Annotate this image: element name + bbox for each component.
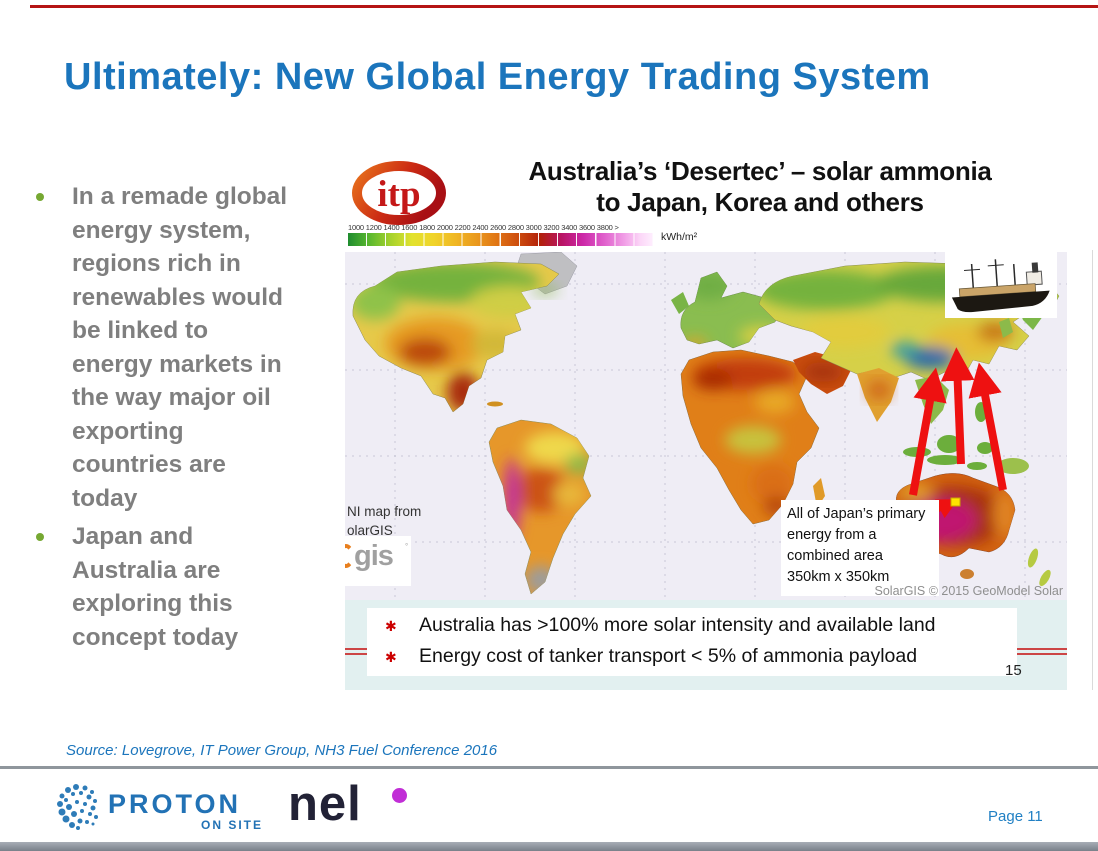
area-square (950, 497, 961, 507)
embedded-page-number: 15 (1005, 662, 1022, 679)
asterisk-bullet-icon: ✱ (385, 618, 397, 634)
itp-logo-text: itp (377, 174, 420, 215)
bullet-text: Japan and Australia are exploring this c… (72, 523, 239, 651)
world-solar-map (345, 252, 1067, 600)
embedded-slide-image: itp Australia’s ‘Desertec’ – solar ammon… (345, 140, 1067, 690)
tanker-ship-image (945, 248, 1057, 318)
facts-box: ✱ Australia has >100% more solar intensi… (367, 608, 1017, 676)
color-scale-unit: kWh/m² (661, 231, 698, 243)
footer-divider (0, 766, 1098, 769)
proton-globe-icon (57, 784, 98, 830)
color-scale-bar (348, 233, 653, 246)
proton-logo-subtext: ON SITE (200, 818, 263, 832)
gis-arc-icon (345, 544, 354, 568)
solargis-logo: gis ° (345, 536, 411, 586)
red-double-line (1017, 648, 1067, 655)
top-accent-line (30, 5, 1098, 8)
itp-logo: itp (352, 161, 446, 225)
color-scale-ticks: 1000 1200 1400 1600 1800 2000 2200 2400 … (348, 223, 619, 232)
export-arrows (909, 347, 1007, 496)
bullet-dot-icon (36, 533, 44, 541)
embedded-slide-title: Australia’s ‘Desertec’ – solar ammonia t… (528, 156, 992, 217)
bullet-text: In a remade global energy system, region… (72, 183, 288, 512)
asterisk-bullet-icon: ✱ (385, 649, 397, 665)
map-note: NI map from olarGIS (347, 504, 422, 538)
image-edge-line (1092, 250, 1093, 690)
fact-row: ✱ Australia has >100% more solar intensi… (385, 614, 1017, 645)
red-double-line (345, 648, 367, 655)
bullet-dot-icon (36, 193, 44, 201)
fact-row: ✱ Energy cost of tanker transport < 5% o… (385, 645, 1017, 676)
nel-logo-text: nel (288, 777, 362, 831)
source-citation: Source: Lovegrove, IT Power Group, NH3 F… (66, 742, 498, 759)
fact-text: Australia has >100% more solar intensity… (419, 614, 936, 636)
nel-logo-dot-icon (392, 788, 407, 803)
japan-annotation: All of Japan’s primary energy from a com… (781, 500, 939, 596)
map-credit: SolarGIS © 2015 GeoModel Solar (874, 584, 1063, 598)
list-item: Japan and Australia are exploring this c… (28, 520, 338, 654)
bottom-bar (0, 842, 1098, 851)
page-title: Ultimately: New Global Energy Trading Sy… (64, 56, 931, 98)
fact-text: Energy cost of tanker transport < 5% of … (419, 645, 918, 667)
page-number: Page 11 (988, 808, 1043, 825)
proton-logo-text: PROTON (108, 789, 242, 819)
list-item: In a remade global energy system, region… (28, 180, 338, 515)
bullet-list: In a remade global energy system, region… (28, 180, 338, 659)
